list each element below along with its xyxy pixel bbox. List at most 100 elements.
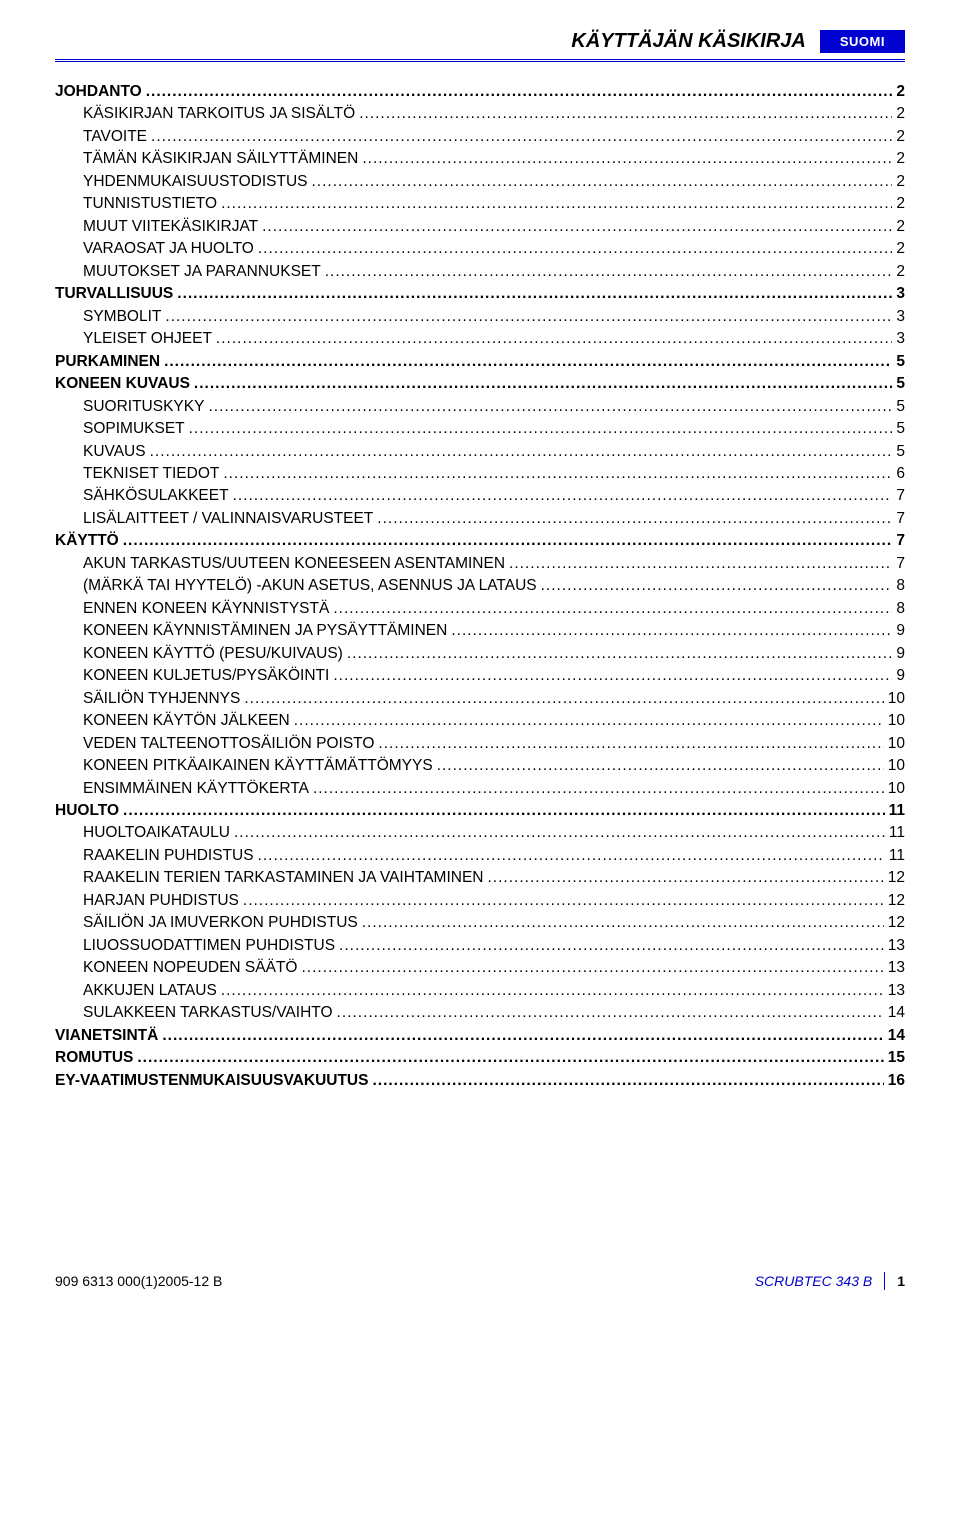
toc-label: VIANETSINTÄ: [55, 1025, 158, 1047]
toc-page: 12: [888, 867, 905, 889]
toc-label: (MÄRKÄ TAI HYYTELÖ) -AKUN ASETUS, ASENNU…: [83, 575, 537, 597]
toc-page: 10: [888, 733, 905, 755]
toc-page: 2: [896, 261, 905, 283]
toc-label: AKKUJEN LATAUS: [83, 980, 217, 1002]
toc-page: 2: [896, 103, 905, 125]
toc-row: AKKUJEN LATAUS 13: [83, 980, 905, 1002]
toc-row: KÄSIKIRJAN TARKOITUS JA SISÄLTÖ 2: [83, 103, 905, 125]
toc-label: RAAKELIN PUHDISTUS: [83, 845, 254, 867]
toc-leader-dots: [377, 508, 892, 530]
toc-label: SÄHKÖSULAKKEET: [83, 485, 229, 507]
toc-label: KONEEN KÄYNNISTÄMINEN JA PYSÄYTTÄMINEN: [83, 620, 447, 642]
toc-page: 6: [896, 463, 905, 485]
toc-leader-dots: [362, 148, 892, 170]
toc-leader-dots: [337, 1002, 884, 1024]
toc-leader-dots: [347, 643, 893, 665]
toc-label: KONEEN PITKÄAIKAINEN KÄYTTÄMÄTTÖMYYS: [83, 755, 433, 777]
toc-label: KUVAUS: [83, 441, 146, 463]
toc-row: HUOLTO 11: [55, 800, 905, 822]
toc-leader-dots: [333, 665, 892, 687]
toc-label: MUUT VIITEKÄSIKIRJAT: [83, 216, 258, 238]
toc-row: SÄILIÖN JA IMUVERKON PUHDISTUS 12: [83, 912, 905, 934]
toc-leader-dots: [221, 193, 892, 215]
toc-page: 2: [896, 171, 905, 193]
toc-row: MUUTOKSET JA PARANNUKSET 2: [83, 261, 905, 283]
toc-leader-dots: [378, 733, 883, 755]
toc-leader-dots: [151, 126, 892, 148]
footer-right: SCRUBTEC 343 B 1: [755, 1272, 905, 1290]
toc-page: 3: [896, 306, 905, 328]
toc-leader-dots: [244, 688, 883, 710]
toc-leader-dots: [243, 890, 884, 912]
toc-label: MUUTOKSET JA PARANNUKSET: [83, 261, 321, 283]
toc-row: TURVALLISUUS 3: [55, 283, 905, 305]
toc-page: 11: [889, 800, 905, 822]
toc-row: TAVOITE 2: [83, 126, 905, 148]
toc-label: ROMUTUS: [55, 1047, 133, 1069]
toc-page: 15: [888, 1047, 905, 1069]
toc-row: VARAOSAT JA HUOLTO 2: [83, 238, 905, 260]
toc-page: 5: [896, 418, 905, 440]
toc-page: 10: [888, 710, 905, 732]
toc-leader-dots: [262, 216, 892, 238]
toc-leader-dots: [150, 441, 893, 463]
toc-page: 14: [888, 1025, 905, 1047]
toc-row: KUVAUS 5: [83, 441, 905, 463]
toc-label: TEKNISET TIEDOT: [83, 463, 219, 485]
toc-label: JOHDANTO: [55, 81, 142, 103]
toc-label: SÄILIÖN TYHJENNYS: [83, 688, 240, 710]
toc-label: AKUN TARKASTUS/UUTEEN KONEESEEN ASENTAMI…: [83, 553, 505, 575]
toc-leader-dots: [164, 351, 892, 373]
toc-row: TÄMÄN KÄSIKIRJAN SÄILYTTÄMINEN 2: [83, 148, 905, 170]
toc-label: TÄMÄN KÄSIKIRJAN SÄILYTTÄMINEN: [83, 148, 358, 170]
toc-page: 12: [888, 912, 905, 934]
toc-leader-dots: [258, 845, 885, 867]
toc-label: SOPIMUKSET: [83, 418, 185, 440]
footer: 909 6313 000(1)2005-12 B SCRUBTEC 343 B …: [55, 1272, 905, 1290]
footer-model: SCRUBTEC 343 B: [755, 1273, 872, 1289]
toc-label: KONEEN KÄYTÖN JÄLKEEN: [83, 710, 290, 732]
toc-page: 3: [896, 283, 905, 305]
toc-page: 5: [896, 396, 905, 418]
toc-page: 13: [888, 957, 905, 979]
toc-page: 14: [888, 1002, 905, 1024]
toc-leader-dots: [362, 912, 884, 934]
toc-label: VEDEN TALTEENOTTOSÄILIÖN POISTO: [83, 733, 374, 755]
toc-row: KONEEN NOPEUDEN SÄÄTÖ 13: [83, 957, 905, 979]
toc-leader-dots: [216, 328, 892, 350]
toc-label: TAVOITE: [83, 126, 147, 148]
toc-label: TURVALLISUUS: [55, 283, 173, 305]
toc-row: LISÄLAITTEET / VALINNAISVARUSTEET 7: [83, 508, 905, 530]
toc-page: 9: [896, 620, 905, 642]
toc-row: PURKAMINEN 5: [55, 351, 905, 373]
toc-page: 2: [896, 238, 905, 260]
toc-label: SULAKKEEN TARKASTUS/VAIHTO: [83, 1002, 333, 1024]
toc-row: KÄYTTÖ 7: [55, 530, 905, 552]
toc-leader-dots: [194, 373, 892, 395]
toc-page: 7: [896, 485, 905, 507]
toc-row: SYMBOLIT 3: [83, 306, 905, 328]
toc-leader-dots: [313, 778, 884, 800]
toc-leader-dots: [359, 103, 892, 125]
toc-page: 5: [896, 441, 905, 463]
toc-leader-dots: [233, 485, 893, 507]
toc-page: 2: [896, 81, 905, 103]
toc-label: KÄSIKIRJAN TARKOITUS JA SISÄLTÖ: [83, 103, 355, 125]
toc-leader-dots: [165, 306, 892, 328]
toc-page: 3: [896, 328, 905, 350]
toc-page: 2: [896, 126, 905, 148]
toc-row: EY-VAATIMUSTENMUKAISUUSVAKUUTUS 16: [55, 1070, 905, 1092]
footer-doc-code: 909 6313 000(1)2005-12 B: [55, 1273, 222, 1289]
toc-leader-dots: [123, 800, 885, 822]
toc-label: YLEISET OHJEET: [83, 328, 212, 350]
toc-row: KONEEN KÄYTTÖ (PESU/KUIVAUS) 9: [83, 643, 905, 665]
toc-page: 10: [888, 688, 905, 710]
toc-row: RAAKELIN TERIEN TARKASTAMINEN JA VAIHTAM…: [83, 867, 905, 889]
toc-page: 12: [888, 890, 905, 912]
header: KÄYTTÄJÄN KÄSIKIRJA SUOMI: [55, 30, 905, 53]
toc-page: 13: [888, 980, 905, 1002]
toc-page: 2: [896, 216, 905, 238]
toc-row: (MÄRKÄ TAI HYYTELÖ) -AKUN ASETUS, ASENNU…: [83, 575, 905, 597]
toc-label: KONEEN KÄYTTÖ (PESU/KUIVAUS): [83, 643, 343, 665]
toc-row: KONEEN KÄYTÖN JÄLKEEN 10: [83, 710, 905, 732]
